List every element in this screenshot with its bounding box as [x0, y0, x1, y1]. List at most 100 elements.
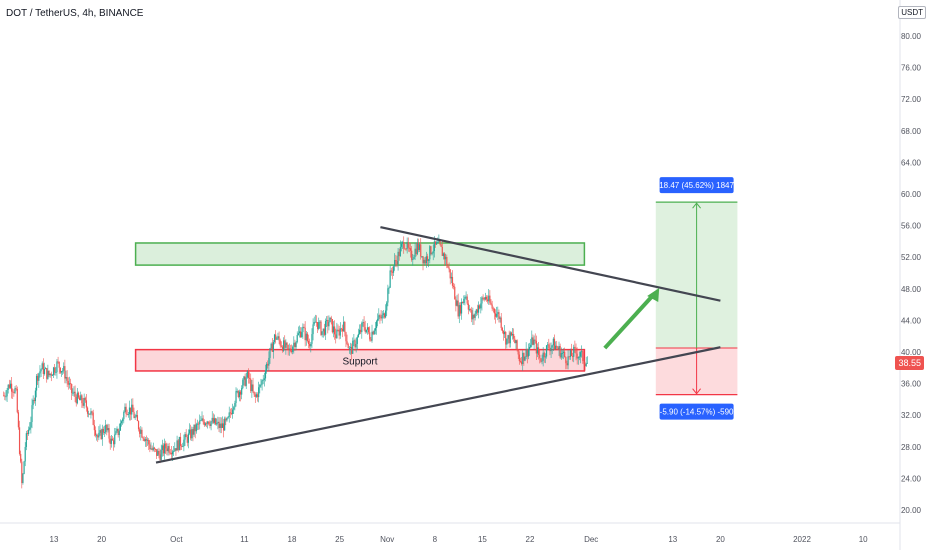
candle-body: [330, 317, 332, 320]
candle-body: [141, 429, 143, 438]
candle-body: [157, 450, 159, 456]
time-tick-label: 18: [288, 535, 297, 544]
candle-body: [366, 327, 369, 330]
candle-body: [232, 409, 234, 414]
candle-body: [45, 368, 47, 369]
candle-body: [292, 346, 294, 352]
candle-body: [118, 430, 120, 436]
candle-body: [224, 418, 226, 431]
candle-body: [466, 296, 468, 304]
candle-body: [370, 339, 372, 341]
candle-body: [339, 328, 341, 336]
candle-body: [332, 326, 335, 333]
candle-body: [245, 377, 247, 386]
candle-body: [287, 344, 289, 350]
candle-body: [412, 258, 414, 260]
candle-body: [402, 241, 404, 244]
candle-body: [516, 340, 518, 350]
candle-body: [151, 448, 153, 451]
candle-body: [569, 350, 571, 357]
candle-body: [303, 326, 305, 328]
candle-body: [289, 348, 292, 351]
candle-body: [204, 423, 207, 426]
candle-body: [524, 356, 526, 361]
candle-body: [74, 391, 76, 397]
candle-body: [235, 391, 237, 404]
candle-body: [485, 296, 488, 300]
candle-body: [351, 346, 353, 354]
candle-body: [430, 246, 432, 255]
candle-body: [453, 285, 455, 287]
time-tick-label: 20: [716, 535, 725, 544]
candle-body: [216, 423, 218, 425]
candle-body: [488, 295, 490, 302]
candle-body: [447, 265, 449, 268]
target-arrowhead: [692, 202, 701, 209]
candle-body: [59, 367, 61, 373]
candle-body: [203, 421, 205, 426]
candle-body: [417, 242, 420, 250]
candle-body: [268, 357, 270, 366]
candle-body: [225, 418, 227, 421]
candle-body: [243, 376, 245, 380]
candle-body: [545, 345, 548, 357]
candle-body: [340, 328, 343, 330]
candle-body: [261, 380, 263, 385]
candle-body: [482, 297, 484, 299]
candle-body: [509, 332, 511, 344]
candle-body: [295, 342, 297, 348]
candle-body: [341, 328, 344, 332]
candle-body: [521, 361, 523, 365]
candle-body: [392, 266, 395, 273]
candle-body: [484, 296, 486, 300]
candle-body: [116, 428, 118, 432]
candle-body: [344, 321, 346, 333]
candle-body: [14, 388, 16, 393]
candle-body: [583, 361, 585, 364]
candle-body: [518, 354, 520, 362]
candle-body: [439, 240, 441, 245]
candle-body: [353, 340, 355, 342]
candle-body: [419, 244, 421, 250]
candle-body: [426, 256, 429, 261]
candle-body: [100, 430, 102, 439]
candle-body: [562, 351, 565, 353]
candle-body: [46, 368, 48, 379]
candle-body: [69, 383, 72, 385]
candle-body: [374, 328, 377, 331]
candle-body: [111, 438, 114, 441]
candle-body: [133, 411, 135, 418]
candle-body: [110, 438, 112, 444]
candle-body: [416, 242, 418, 255]
candle-body: [147, 439, 149, 441]
candle-body: [272, 342, 275, 352]
candle-body: [375, 321, 378, 329]
candle-body: [334, 326, 336, 335]
candle-body: [581, 351, 583, 353]
candle-body: [389, 270, 391, 288]
time-tick-label: 2022: [793, 535, 811, 544]
candle-body: [139, 429, 141, 434]
candle-body: [346, 341, 348, 345]
candle-body: [480, 303, 482, 309]
candle-body: [88, 413, 90, 415]
candle-body: [97, 435, 99, 438]
candle-body: [423, 259, 425, 264]
candle-body: [43, 368, 46, 375]
candle-body: [37, 375, 39, 381]
support-zone: [134, 348, 586, 372]
currency-label[interactable]: USDT: [898, 6, 926, 19]
time-tick-label: 22: [526, 535, 535, 544]
candle-body: [250, 378, 252, 392]
candle-body: [301, 332, 303, 338]
candle-body: [385, 310, 387, 318]
candle-body: [304, 327, 306, 341]
candle-body: [34, 390, 37, 402]
price-tick-label: 28.00: [901, 443, 922, 452]
candle-body: [579, 352, 582, 357]
candle-body: [29, 427, 31, 430]
candle-body: [241, 388, 243, 395]
price-tick-label: 72.00: [901, 95, 922, 104]
candle-body: [459, 305, 462, 314]
